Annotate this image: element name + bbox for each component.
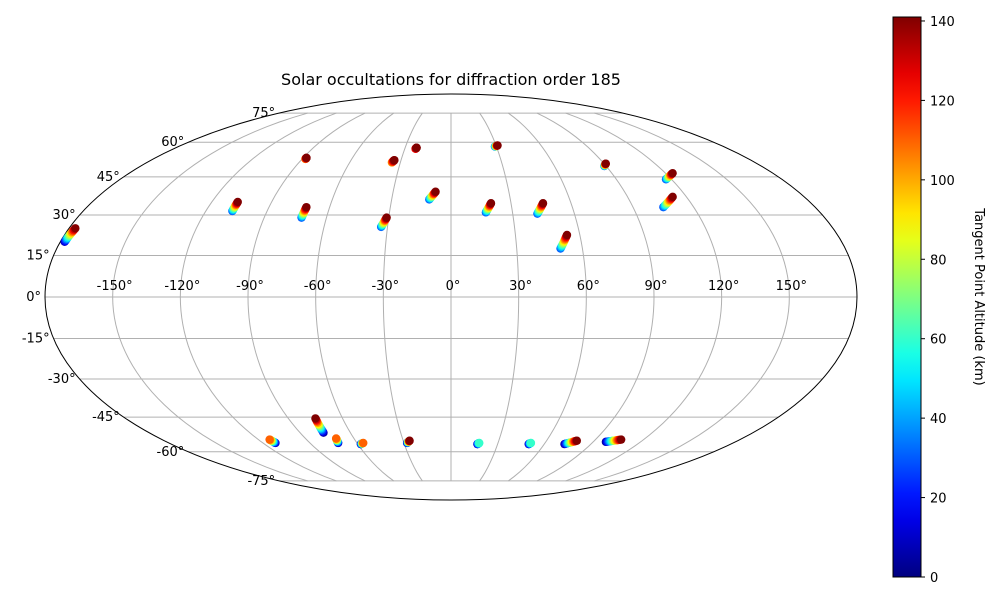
lat-tick-label: 60° <box>161 135 184 150</box>
lat-tick-label: 75° <box>252 106 275 121</box>
lon-tick-label: 150° <box>776 279 807 294</box>
occultation-point <box>311 414 320 423</box>
lat-tick-label: -45° <box>92 410 120 425</box>
lat-tick-label: 30° <box>53 208 76 223</box>
occultation-track <box>481 199 496 217</box>
occultation-track <box>425 187 440 204</box>
occultation-point <box>265 435 274 444</box>
occultation-track <box>356 438 368 449</box>
occultation-track <box>659 192 677 212</box>
map-grid <box>45 112 857 482</box>
chart-title: Solar occultations for diffraction order… <box>281 70 621 89</box>
occultation-point <box>359 438 368 448</box>
occultation-point <box>668 168 677 178</box>
occultation-track <box>661 168 677 184</box>
colorbar-tick-label: 100 <box>930 174 955 189</box>
colorbar-tick-label: 140 <box>930 15 955 30</box>
grid-meridian <box>479 112 520 482</box>
grid-meridian <box>594 112 790 482</box>
grid-meridian <box>179 112 337 482</box>
occultation-track <box>411 143 421 153</box>
occultation-track <box>60 224 80 246</box>
occultation-track <box>601 435 626 447</box>
occultation-point <box>302 202 311 212</box>
colorbar-gradient <box>892 16 922 578</box>
colorbar-tick-label: 80 <box>930 253 947 268</box>
occultation-point <box>412 143 421 152</box>
colorbar-tick-label: 0 <box>930 571 938 586</box>
occultation-point <box>601 159 610 168</box>
occultation-track <box>376 213 391 232</box>
grid-meridian <box>247 112 366 482</box>
colorbar: 0 20 40 60 80 100 120 140 <box>892 15 955 586</box>
occultation-point <box>390 155 399 165</box>
occultation-point <box>431 187 440 196</box>
occultation-track <box>387 155 399 167</box>
grid-meridian <box>315 112 395 482</box>
lat-tick-label: -15° <box>22 332 50 347</box>
grid-meridian <box>112 112 308 482</box>
lat-tick-label: 0° <box>26 290 41 305</box>
occultation-track <box>533 199 548 218</box>
lat-tick-label: -30° <box>48 372 76 387</box>
occultation-point <box>475 438 484 448</box>
lon-tick-label: 30° <box>509 279 532 294</box>
lat-tick-label: 15° <box>27 248 50 263</box>
colorbar-tick-label: 20 <box>930 492 947 507</box>
occultation-track <box>473 438 484 449</box>
occultation-point <box>71 224 80 233</box>
occultation-point <box>526 438 536 448</box>
lon-tick-label: -30° <box>371 279 399 294</box>
occultation-track <box>402 436 414 448</box>
occultation-point <box>562 230 572 240</box>
occultation-track <box>297 202 311 222</box>
latitude-tick-labels: -75° -60° -45° -30° -15° 0° 15° 30° 45° 60° 75° <box>22 106 275 489</box>
occultation-point <box>405 436 414 445</box>
grid-meridian <box>507 112 587 482</box>
occultation-point <box>493 141 502 150</box>
longitude-tick-labels: -150° -120° -90° -60° -30° 0° 30° 60° 90° 120° 150… <box>97 279 807 294</box>
occultation-point <box>382 213 391 222</box>
colorbar-tick-label: 60 <box>930 333 947 348</box>
lon-tick-label: -150° <box>97 279 133 294</box>
lon-tick-label: 60° <box>577 279 600 294</box>
colorbar-tick-label: 120 <box>930 94 955 109</box>
lat-tick-label: -75° <box>247 474 275 489</box>
occultation-point <box>572 436 582 445</box>
occultation-point <box>302 153 311 163</box>
grid-meridian <box>565 112 723 482</box>
occultation-point <box>486 199 496 208</box>
occultation-track <box>228 197 242 216</box>
occultation-track <box>301 153 311 164</box>
occultation-track <box>600 159 610 171</box>
occultation-track <box>331 434 343 448</box>
map-boundary <box>44 93 858 501</box>
occultation-track <box>556 230 572 253</box>
lat-tick-label: 45° <box>97 170 120 185</box>
lat-tick-label: -60° <box>157 445 185 460</box>
colorbar-label: Tangent Point Altitude (km) <box>971 207 986 385</box>
occultation-points <box>60 141 677 449</box>
map-outline <box>44 93 858 501</box>
occultation-point <box>668 192 677 202</box>
lon-tick-label: -90° <box>236 279 264 294</box>
occultation-track <box>311 414 328 437</box>
occultation-track <box>265 435 280 448</box>
lon-tick-label: -120° <box>164 279 200 294</box>
occultation-point <box>616 435 626 444</box>
lon-tick-label: 90° <box>644 279 667 294</box>
occultation-point <box>538 199 548 208</box>
occultation-track <box>490 141 502 151</box>
occultation-point <box>331 434 341 443</box>
lon-tick-label: -60° <box>304 279 332 294</box>
occultation-track <box>560 436 582 449</box>
lon-tick-label: 0° <box>446 279 461 294</box>
occultation-track <box>524 438 536 449</box>
lon-tick-label: 120° <box>708 279 739 294</box>
occultation-point <box>233 197 242 207</box>
colorbar-tick-label: 40 <box>930 412 947 427</box>
grid-meridian <box>382 112 423 482</box>
